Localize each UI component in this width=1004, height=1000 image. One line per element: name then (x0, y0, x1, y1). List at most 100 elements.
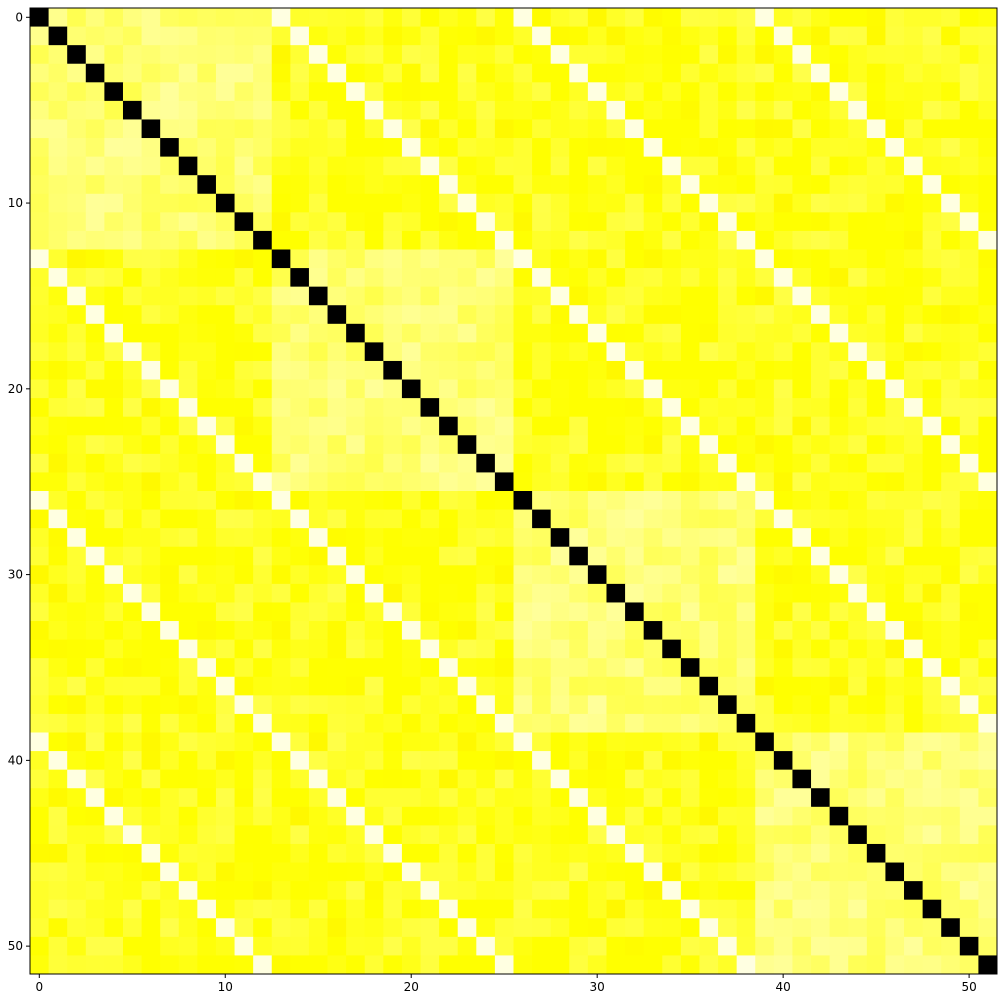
heatmap-cell (197, 305, 217, 325)
heatmap-cell (346, 658, 366, 678)
heatmap-cell (234, 732, 254, 752)
heatmap-cell (494, 583, 514, 603)
heatmap-cell (439, 453, 459, 473)
heatmap-cell (643, 602, 663, 622)
heatmap-cell (271, 583, 291, 603)
heatmap-cell (253, 546, 273, 566)
heatmap-cell (625, 82, 645, 102)
heatmap-cell (680, 156, 700, 176)
heatmap-cell (866, 899, 886, 919)
heatmap-cell (197, 806, 217, 826)
heatmap-cell (48, 769, 68, 789)
heatmap-cell (271, 713, 291, 733)
heatmap-cell (829, 305, 849, 325)
heatmap-cell (420, 119, 440, 139)
heatmap-cell (848, 676, 868, 696)
heatmap-cell (30, 528, 49, 548)
heatmap-cell (104, 843, 124, 863)
heatmap-cell (978, 453, 998, 473)
heatmap-cell (885, 268, 905, 288)
heatmap-cell (680, 825, 700, 845)
heatmap-cell (141, 138, 161, 158)
heatmap-cell (439, 546, 459, 566)
heatmap-cell (866, 268, 886, 288)
heatmap-cell (866, 230, 886, 250)
heatmap-cell (829, 676, 849, 696)
heatmap-cell (215, 268, 235, 288)
heatmap-cell (829, 175, 849, 195)
heatmap-cell (959, 565, 979, 585)
heatmap-cell (718, 825, 738, 845)
heatmap-cell (587, 45, 607, 65)
heatmap-cell (885, 379, 905, 399)
heatmap-cell (829, 286, 849, 306)
heatmap-cell (122, 546, 142, 566)
heatmap-cell (643, 509, 663, 529)
heatmap-cell (85, 602, 105, 622)
heatmap-cell (811, 26, 831, 46)
heatmap-cell (476, 472, 496, 492)
heatmap-cell (178, 695, 198, 715)
heatmap-cell (662, 398, 682, 418)
heatmap-cell (327, 398, 347, 418)
heatmap-cell (699, 936, 719, 956)
heatmap-cell (457, 416, 477, 436)
heatmap-cell (513, 100, 533, 120)
heatmap-cell (308, 323, 328, 343)
heatmap-cell (308, 212, 328, 232)
heatmap-cell (755, 695, 775, 715)
heatmap-cell (215, 695, 235, 715)
heatmap-cell (234, 788, 254, 808)
heatmap-cell (941, 899, 961, 919)
heatmap-cell (941, 45, 961, 65)
heatmap-cell (178, 732, 198, 752)
heatmap-cell (755, 713, 775, 733)
heatmap-cell (829, 658, 849, 678)
heatmap-cell (494, 8, 514, 27)
heatmap-cell (48, 565, 68, 585)
heatmap-cell (885, 193, 905, 213)
heatmap-cell (457, 342, 477, 362)
heatmap-cell (383, 379, 403, 399)
heatmap-cell (662, 639, 682, 659)
heatmap-cell (494, 416, 514, 436)
heatmap-cell (866, 342, 886, 362)
heatmap-cell (420, 658, 440, 678)
heatmap-cell (792, 583, 812, 603)
heatmap-cell (532, 509, 552, 529)
heatmap-cell (197, 360, 217, 380)
heatmap-cell (476, 249, 496, 269)
heatmap-cell (439, 305, 459, 325)
heatmap-cell (494, 732, 514, 752)
heatmap-cell (811, 156, 831, 176)
heatmap-cell (197, 435, 217, 455)
heatmap-cell (587, 435, 607, 455)
heatmap-cell (532, 193, 552, 213)
heatmap-cell (866, 305, 886, 325)
heatmap-cell (383, 119, 403, 139)
heatmap-cell (848, 899, 868, 919)
heatmap-cell (30, 509, 49, 529)
heatmap-cell (792, 695, 812, 715)
heatmap-cell (587, 8, 607, 27)
heatmap-cell (587, 268, 607, 288)
heatmap-cell (197, 249, 217, 269)
heatmap-cell (48, 286, 68, 306)
heatmap-cell (253, 955, 273, 975)
heatmap-cell (625, 398, 645, 418)
heatmap-cell (494, 899, 514, 919)
heatmap-cell (197, 416, 217, 436)
heatmap-cell (215, 862, 235, 882)
heatmap-cell (959, 138, 979, 158)
heatmap-cell (85, 862, 105, 882)
heatmap-cell (680, 323, 700, 343)
heatmap-cell (625, 695, 645, 715)
heatmap-cell (904, 695, 924, 715)
heatmap-cell (494, 360, 514, 380)
heatmap-cell (811, 509, 831, 529)
heatmap-cell (866, 323, 886, 343)
heatmap-cell (197, 899, 217, 919)
heatmap-cell (513, 676, 533, 696)
heatmap-cell (941, 26, 961, 46)
heatmap-cell (197, 268, 217, 288)
